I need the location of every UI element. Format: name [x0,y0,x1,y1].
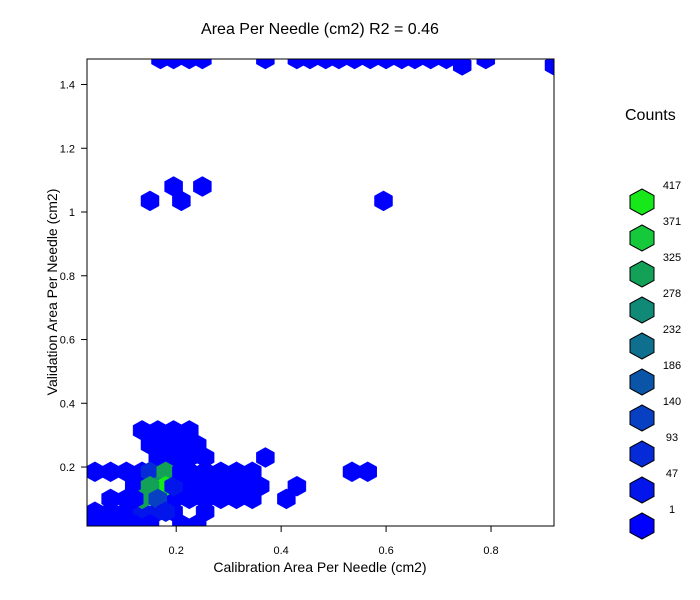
x-axis: 0.2 0.4 0.6 0.8 [169,526,499,557]
y-tick-label: 0.8 [60,271,75,283]
x-tick-label: 0.2 [169,545,184,557]
hexbin-cell [141,191,159,211]
legend-label: 325 [663,252,681,264]
hexbin-cell [102,462,120,482]
legend-label: 1 [669,504,675,516]
y-tick-label: 0.4 [60,398,75,410]
legend-label: 417 [663,180,681,192]
hexbin-cell [375,191,393,211]
legend-swatch [630,405,654,431]
hexbin-cell [193,177,211,197]
legend-title: Counts [625,107,676,124]
legend-label: 371 [663,216,681,228]
legend-swatch [630,513,654,539]
legend-label: 186 [663,360,681,372]
legend-label: 93 [666,432,678,444]
legend-label: 278 [663,288,681,300]
legend-swatch [630,369,654,395]
hexbin-cell [343,462,361,482]
legend-label: 232 [663,324,681,336]
legend-swatch [630,261,654,287]
y-tick-label: 0.2 [60,462,75,474]
hexbin-cell [453,55,471,75]
y-tick-label: 0.6 [60,335,75,347]
hexbin-cell [359,462,377,482]
legend-swatch [630,225,654,251]
hexbin-cell [86,462,104,482]
legend-label: 140 [663,396,681,408]
y-tick-label: 1.4 [60,80,75,92]
legend-swatch [630,333,654,359]
hexbin-cell [256,448,274,468]
x-tick-label: 0.4 [273,545,288,557]
legend-swatch [630,441,654,467]
chart-title: Area Per Needle (cm2) R2 = 0.46 [201,21,439,38]
legend-label: 47 [666,468,678,480]
y-tick-label: 1.2 [60,143,75,155]
legend-swatch [630,477,654,503]
x-tick-label: 0.6 [378,545,393,557]
y-axis: 0.2 0.4 0.6 0.8 1 1.2 1.4 [60,80,87,475]
legend-swatch [630,297,654,323]
legend: 417 371 325 278 232 186 140 93 47 1 [630,180,681,539]
x-axis-label: Calibration Area Per Needle (cm2) [213,559,426,575]
legend-swatch [630,189,654,215]
y-tick-label: 1 [69,207,75,219]
y-axis-label: Validation Area Per Needle (cm2) [44,189,60,396]
x-tick-label: 0.8 [483,545,498,557]
hexbin-cells [78,49,563,534]
